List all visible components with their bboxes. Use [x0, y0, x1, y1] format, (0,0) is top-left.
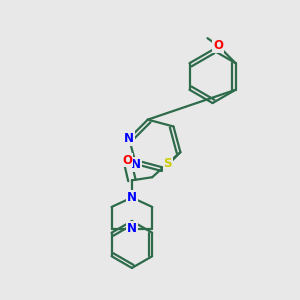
Text: N: N: [124, 132, 134, 145]
Text: S: S: [164, 157, 172, 169]
Text: N: N: [131, 158, 141, 171]
Text: O: O: [213, 40, 224, 52]
Text: N: N: [127, 191, 137, 204]
Text: N: N: [127, 222, 137, 235]
Text: O: O: [122, 154, 132, 166]
